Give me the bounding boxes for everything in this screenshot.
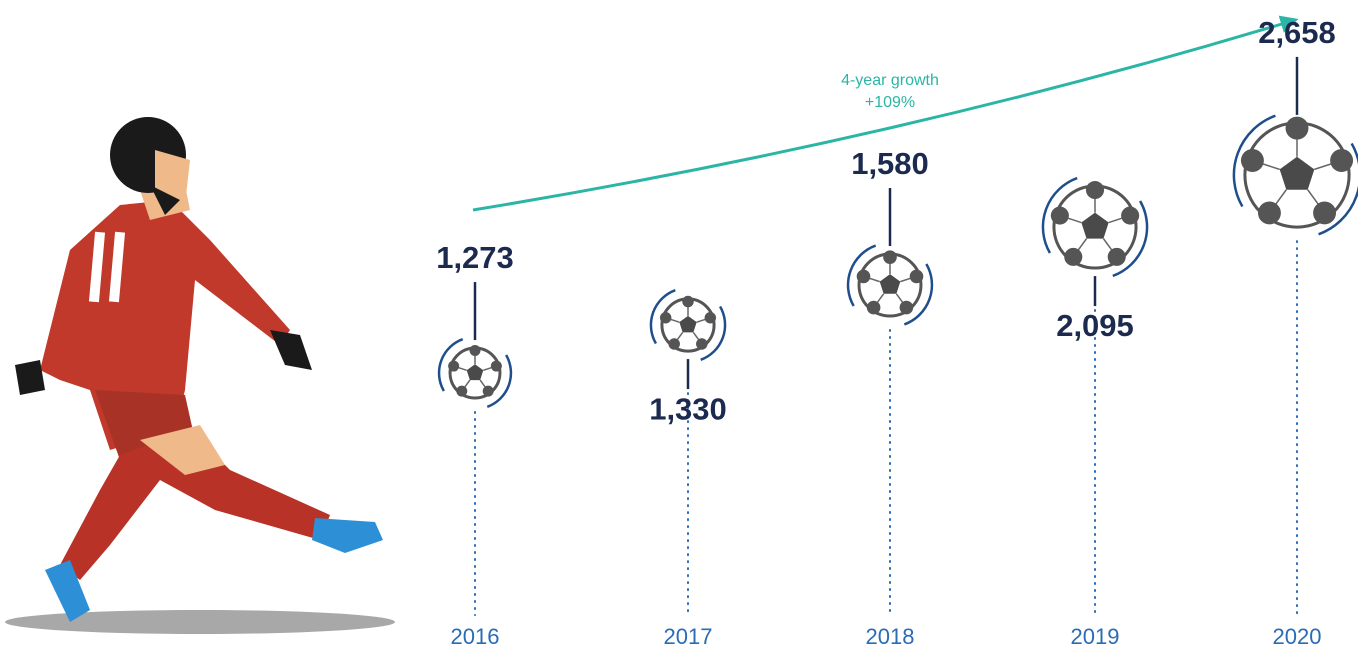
ball-patch	[491, 361, 502, 372]
ball-patch	[883, 250, 897, 264]
ball-patch	[1286, 117, 1309, 140]
value-label: 1,273	[436, 240, 514, 275]
ball-patch	[483, 386, 494, 397]
ball-patch	[705, 312, 716, 323]
ball-patch	[1330, 149, 1353, 172]
value-label: 1,330	[649, 391, 727, 426]
annotation: 4-year growth	[841, 72, 939, 89]
ball-patch	[867, 301, 881, 315]
ball-patch	[456, 386, 467, 397]
chart: 4-year growth +109% 1,273 2016 1,330 2017 1,…	[0, 0, 1358, 648]
growth-arrow	[473, 20, 1295, 210]
value-label: 2,658	[1258, 15, 1336, 50]
ball-patch	[910, 270, 924, 284]
ball-patch	[1313, 201, 1336, 224]
x-tick-label: 2016	[451, 624, 500, 648]
ball-patch	[668, 338, 679, 349]
ball-patch	[1121, 207, 1139, 225]
ball-patch	[660, 312, 671, 323]
x-tick-label: 2017	[664, 624, 713, 648]
value-label: 2,095	[1056, 308, 1134, 343]
ball-patch	[1108, 248, 1126, 266]
value-label: 1,580	[851, 146, 929, 181]
ball-patch	[682, 296, 693, 307]
ball-patch	[1064, 248, 1082, 266]
ball-patch	[900, 301, 914, 315]
x-tick-label: 2020	[1273, 624, 1322, 648]
x-tick-label: 2019	[1071, 624, 1120, 648]
annotation: +109%	[865, 94, 915, 111]
ball-patch	[1258, 201, 1281, 224]
ball-patch	[1086, 181, 1104, 199]
player-illustration	[5, 117, 395, 634]
ball-patch	[1241, 149, 1264, 172]
ball-patch	[857, 270, 871, 284]
x-tick-label: 2018	[866, 624, 915, 648]
ball-patch	[470, 345, 481, 356]
ball-patch	[448, 361, 459, 372]
ball-patch	[1051, 207, 1069, 225]
ball-patch	[696, 338, 707, 349]
